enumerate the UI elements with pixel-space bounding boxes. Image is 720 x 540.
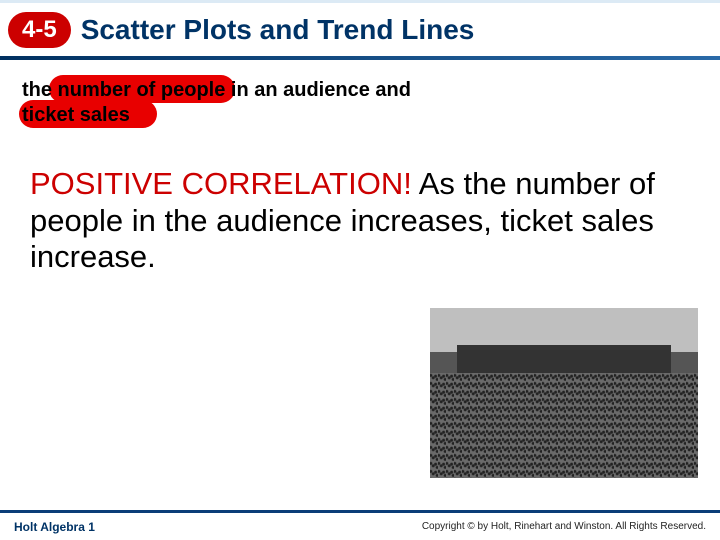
example-prompt: the number of people in an audience and … bbox=[22, 78, 698, 128]
section-number-pill: 4-5 bbox=[8, 12, 71, 48]
copyright-text: Copyright © by Holt, Rinehart and Winsto… bbox=[422, 521, 706, 532]
prompt-line-1: the number of people in an audience and bbox=[22, 79, 411, 101]
photo-crowd-region bbox=[430, 373, 698, 478]
prompt-line-2: ticket sales bbox=[22, 104, 130, 126]
section-number: 4-5 bbox=[22, 16, 57, 44]
crowd-photo bbox=[430, 308, 698, 478]
slide-footer: Holt Algebra 1 Copyright © by Holt, Rine… bbox=[0, 510, 720, 540]
answer-text: POSITIVE CORRELATION! As the number of p… bbox=[22, 166, 698, 276]
slide-title: Scatter Plots and Trend Lines bbox=[81, 14, 475, 46]
slide-header: 4-5 Scatter Plots and Trend Lines bbox=[0, 0, 720, 56]
photo-stage-region bbox=[457, 345, 671, 376]
textbook-name: Holt Algebra 1 bbox=[14, 520, 95, 534]
correlation-label: POSITIVE CORRELATION! bbox=[30, 166, 412, 201]
slide-content: the number of people in an audience and … bbox=[0, 60, 720, 276]
copyright-notice: Copyright © by Holt, Rinehart and Winsto… bbox=[422, 521, 706, 532]
